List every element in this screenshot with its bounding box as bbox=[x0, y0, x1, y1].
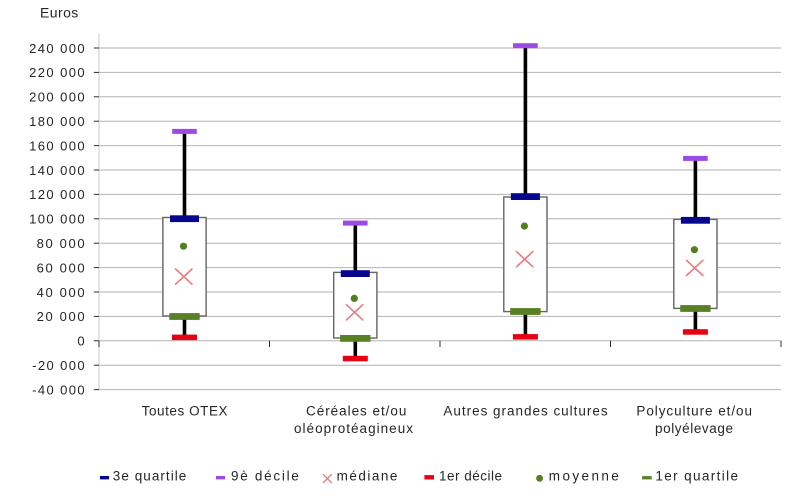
svg-text:100 000: 100 000 bbox=[29, 212, 85, 227]
svg-text:0: 0 bbox=[77, 334, 84, 349]
svg-text:240 000: 240 000 bbox=[29, 41, 85, 56]
svg-text:1er quartile: 1er quartile bbox=[655, 469, 738, 484]
svg-text:180 000: 180 000 bbox=[29, 114, 85, 129]
svg-text:9è décile: 9è décile bbox=[231, 469, 299, 484]
svg-text:40 000: 40 000 bbox=[37, 285, 85, 300]
svg-text:220 000: 220 000 bbox=[29, 65, 85, 80]
svg-text:20 000: 20 000 bbox=[37, 309, 85, 324]
svg-text:Céréales et/ou: Céréales et/ou bbox=[306, 404, 406, 419]
svg-text:Autres grandes cultures: Autres grandes cultures bbox=[443, 404, 607, 419]
svg-text:moyenne: moyenne bbox=[549, 469, 619, 484]
svg-text:Toutes OTEX: Toutes OTEX bbox=[142, 404, 228, 419]
svg-text:200 000: 200 000 bbox=[29, 90, 85, 105]
svg-text:160 000: 160 000 bbox=[29, 138, 85, 153]
svg-text:3e quartile: 3e quartile bbox=[113, 469, 187, 484]
svg-text:polyélevage: polyélevage bbox=[655, 421, 733, 436]
svg-text:oléoprotéagineux: oléoprotéagineux bbox=[294, 421, 413, 436]
svg-text:médiane: médiane bbox=[337, 469, 398, 484]
svg-text:80 000: 80 000 bbox=[37, 236, 85, 251]
svg-text:Euros: Euros bbox=[40, 4, 78, 20]
svg-text:-20 000: -20 000 bbox=[32, 358, 85, 373]
svg-text:Polyculture et/ou: Polyculture et/ou bbox=[636, 404, 752, 419]
svg-text:140 000: 140 000 bbox=[29, 163, 85, 178]
svg-text:-40 000: -40 000 bbox=[32, 382, 85, 397]
svg-text:120 000: 120 000 bbox=[29, 187, 85, 202]
svg-text:60 000: 60 000 bbox=[37, 260, 85, 275]
svg-text:1er décile: 1er décile bbox=[439, 469, 502, 484]
